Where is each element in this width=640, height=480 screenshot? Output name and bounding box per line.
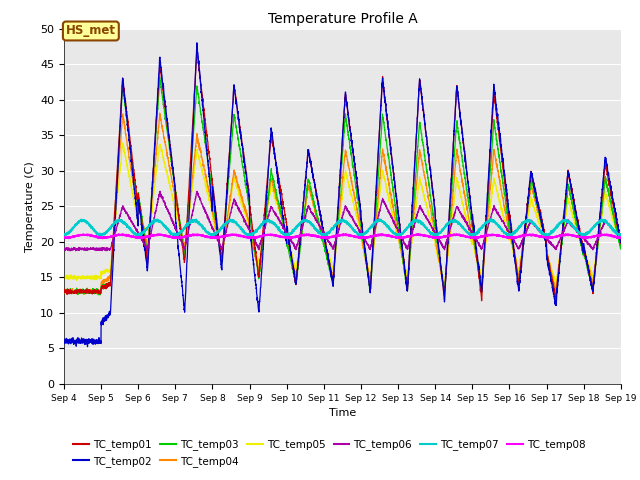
TC_temp02 xyxy=(216,247,223,253)
TC_temp01 xyxy=(193,47,201,53)
TC_temp05 xyxy=(216,243,223,249)
Line: TC_temp06: TC_temp06 xyxy=(64,191,621,251)
Line: TC_temp05: TC_temp05 xyxy=(64,143,621,286)
TC_temp06 xyxy=(564,217,572,223)
TC_temp07 xyxy=(564,218,572,224)
Title: Temperature Profile A: Temperature Profile A xyxy=(268,12,417,26)
TC_temp05 xyxy=(60,275,68,280)
TC_temp05 xyxy=(552,283,559,289)
TC_temp05 xyxy=(564,195,572,201)
TC_temp08 xyxy=(180,234,188,240)
TC_temp08 xyxy=(406,233,414,239)
TC_temp03 xyxy=(60,289,68,295)
TC_temp05 xyxy=(397,245,404,251)
TC_temp04 xyxy=(407,246,415,252)
TC_temp05 xyxy=(119,140,127,146)
TC_temp08 xyxy=(216,235,223,240)
TC_temp01 xyxy=(60,287,68,293)
TC_temp04 xyxy=(180,240,188,245)
TC_temp03 xyxy=(156,75,164,81)
TC_temp02 xyxy=(407,231,415,237)
TC_temp06 xyxy=(617,236,625,241)
TC_temp07 xyxy=(406,220,414,226)
TC_temp01 xyxy=(397,233,404,239)
TC_temp02 xyxy=(84,344,92,349)
TC_temp08 xyxy=(617,235,625,241)
TC_temp07 xyxy=(180,227,188,233)
TC_temp02 xyxy=(193,40,201,46)
TC_temp03 xyxy=(617,245,625,251)
TC_temp01 xyxy=(477,298,485,304)
TC_temp08 xyxy=(414,231,422,237)
TC_temp05 xyxy=(406,249,414,255)
TC_temp04 xyxy=(60,290,68,296)
TC_temp02 xyxy=(617,240,625,245)
TC_temp06 xyxy=(397,233,404,239)
TC_temp03 xyxy=(397,241,404,247)
Text: HS_met: HS_met xyxy=(66,24,116,37)
TC_temp06 xyxy=(617,236,625,241)
TC_temp01 xyxy=(617,239,625,245)
TC_temp07 xyxy=(397,231,404,237)
TC_temp08 xyxy=(564,233,572,239)
TC_temp06 xyxy=(156,188,164,194)
Line: TC_temp04: TC_temp04 xyxy=(64,113,621,294)
TC_temp07 xyxy=(617,232,625,238)
TC_temp07 xyxy=(60,232,68,238)
TC_temp04 xyxy=(617,243,625,249)
TC_temp01 xyxy=(406,237,414,242)
TC_temp03 xyxy=(180,244,188,250)
TC_temp01 xyxy=(564,167,572,173)
Line: TC_temp08: TC_temp08 xyxy=(64,234,621,239)
TC_temp04 xyxy=(80,291,88,297)
TC_temp01 xyxy=(617,239,625,245)
TC_temp08 xyxy=(397,235,404,241)
Line: TC_temp01: TC_temp01 xyxy=(64,50,621,301)
TC_temp06 xyxy=(66,248,74,254)
TC_temp07 xyxy=(97,233,104,239)
TC_temp07 xyxy=(488,216,495,222)
TC_temp03 xyxy=(564,181,572,187)
TC_temp06 xyxy=(216,241,223,247)
TC_temp06 xyxy=(407,235,415,240)
TC_temp08 xyxy=(60,235,68,240)
TC_temp07 xyxy=(216,227,223,233)
TC_temp03 xyxy=(552,297,559,302)
TC_temp05 xyxy=(617,242,625,248)
TC_temp02 xyxy=(397,233,404,239)
TC_temp02 xyxy=(180,296,188,302)
TC_temp06 xyxy=(180,243,188,249)
TC_temp08 xyxy=(99,236,106,241)
TC_temp08 xyxy=(617,235,625,241)
X-axis label: Time: Time xyxy=(329,408,356,418)
TC_temp02 xyxy=(564,168,572,174)
Y-axis label: Temperature (C): Temperature (C) xyxy=(24,161,35,252)
TC_temp05 xyxy=(180,241,188,247)
Line: TC_temp03: TC_temp03 xyxy=(64,78,621,300)
TC_temp01 xyxy=(216,241,223,247)
TC_temp05 xyxy=(617,242,625,248)
TC_temp06 xyxy=(60,246,68,252)
TC_temp07 xyxy=(617,231,625,237)
TC_temp01 xyxy=(179,249,187,255)
TC_temp02 xyxy=(60,338,68,344)
TC_temp04 xyxy=(564,182,572,188)
Line: TC_temp07: TC_temp07 xyxy=(64,219,621,236)
TC_temp04 xyxy=(156,110,164,116)
TC_temp04 xyxy=(397,246,404,252)
TC_temp03 xyxy=(216,245,223,251)
TC_temp03 xyxy=(617,246,625,252)
TC_temp03 xyxy=(406,243,414,249)
TC_temp04 xyxy=(617,241,625,247)
Line: TC_temp02: TC_temp02 xyxy=(64,43,621,347)
Legend: TC_temp01, TC_temp02, TC_temp03, TC_temp04, TC_temp05, TC_temp06, TC_temp07, TC_: TC_temp01, TC_temp02, TC_temp03, TC_temp… xyxy=(69,435,589,471)
TC_temp02 xyxy=(617,237,625,243)
TC_temp04 xyxy=(216,243,223,249)
